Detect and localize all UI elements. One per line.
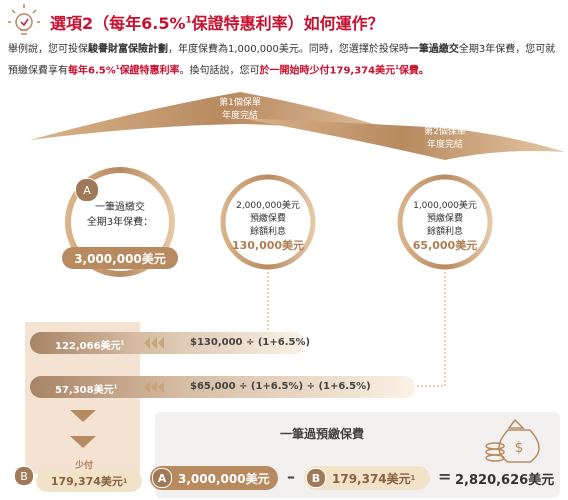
operator: – (287, 467, 295, 486)
text: 1,000,000美元 (413, 201, 477, 211)
circle-3 (397, 174, 493, 270)
bulb-icon (8, 4, 40, 35)
text: 179,374美元 (332, 471, 411, 486)
text: 年度完結 (426, 140, 463, 150)
text: 一筆過繳交 (95, 202, 145, 213)
text: 餘額利息 (426, 227, 463, 237)
note: 1 (185, 15, 192, 26)
text: 第2個保單 (424, 127, 466, 137)
text: 全期3年保費： (86, 217, 154, 228)
arc-2 (240, 118, 565, 160)
pill: A 3,000,000美元 (150, 466, 278, 490)
text: 舉例說，您可投保 (8, 44, 88, 55)
circle-text: 一筆過繳交全期3年保費： (70, 200, 170, 230)
note: 1 (120, 340, 125, 347)
amount: 65,000美元 (412, 239, 478, 252)
text: 年度完結 (221, 111, 258, 121)
text: 第1個保單 (219, 98, 261, 108)
row-bar (30, 376, 415, 398)
row-value: 57,308美元1 (55, 381, 117, 396)
amount: 3,000,000美元 (62, 247, 178, 269)
arc-label: 第2個保單年度完結 (405, 126, 485, 152)
text: 預繳保費 (249, 214, 286, 224)
text: 。換句話說，您可 (179, 65, 260, 77)
text: 一筆過繳交 (408, 44, 459, 55)
note: 1 (410, 474, 416, 482)
badge: B (14, 466, 34, 486)
note: 1 (395, 65, 399, 71)
title-text: 選項2（每年6.5% (50, 14, 186, 33)
connector (415, 268, 446, 387)
pill: B 179,374美元 1 (304, 466, 430, 490)
pill: 179,374美元 1 (36, 470, 142, 492)
text: ，年度保費為1,000,000美元。同時，您選擇於投保時 (168, 44, 409, 55)
text: 預繳保費 (426, 214, 463, 224)
connector (267, 268, 278, 343)
circle-text: 2,000,000美元 預繳保費餘額利息 130,000美元 (218, 200, 318, 252)
circle-text: 1,000,000美元 預繳保費餘額利息 65,000美元 (395, 200, 495, 252)
note: 1 (113, 384, 118, 391)
text: 保證特惠利率 (119, 65, 180, 77)
formula: $65,000 ÷ (1+6.5%) ÷ (1+6.5%) (190, 381, 371, 392)
badge: A (75, 178, 99, 202)
text: 122,066美元 (55, 341, 121, 352)
text: 全期3年保費，您可就預繳保費享有 (8, 44, 556, 77)
paragraph: 舉例說，您可投保駿譽財富保險計劃，年度保費為1,000,000美元。同時，您選擇… (8, 40, 560, 80)
text: 3,000,000美元 (178, 471, 270, 486)
text: 駿譽財富保險計劃 (88, 44, 168, 55)
text: 每年6.5% (68, 65, 116, 77)
row-bar (30, 332, 305, 354)
arc-label: 第1個保單年度完結 (200, 97, 280, 123)
row-value: 122,066美元1 (55, 337, 124, 352)
amount: 130,000美元 (231, 239, 305, 252)
money-icon: $ (485, 418, 540, 463)
text: 179,374美元 (50, 475, 123, 488)
down-arrows (70, 410, 96, 448)
result: 2,820,626美元 (455, 473, 555, 488)
text: 57,308美元 (55, 385, 114, 396)
title-text: 保證特惠利率）如何運作？ (191, 14, 384, 33)
circle-2 (220, 174, 316, 270)
title: 選項2（每年6.5%1保證特惠利率）如何運作？ (50, 10, 384, 34)
summary-title: 一筆過預繳保費 (280, 427, 365, 441)
label: 少付 (75, 461, 94, 471)
svg-text:$: $ (515, 440, 524, 456)
chevrons (144, 337, 164, 393)
text: 於一開始時少付179,374美元 (259, 65, 396, 77)
formula: $130,000 ÷ (1+6.5%) (190, 337, 311, 348)
text: 保費。 (398, 65, 429, 77)
badge: B (306, 468, 326, 488)
text: 2,000,000美元 (236, 201, 300, 211)
note: 1 (115, 65, 120, 71)
text: 餘額利息 (249, 227, 286, 237)
badge: A (152, 468, 172, 488)
operator: = (438, 467, 452, 486)
note: 1 (122, 477, 128, 485)
